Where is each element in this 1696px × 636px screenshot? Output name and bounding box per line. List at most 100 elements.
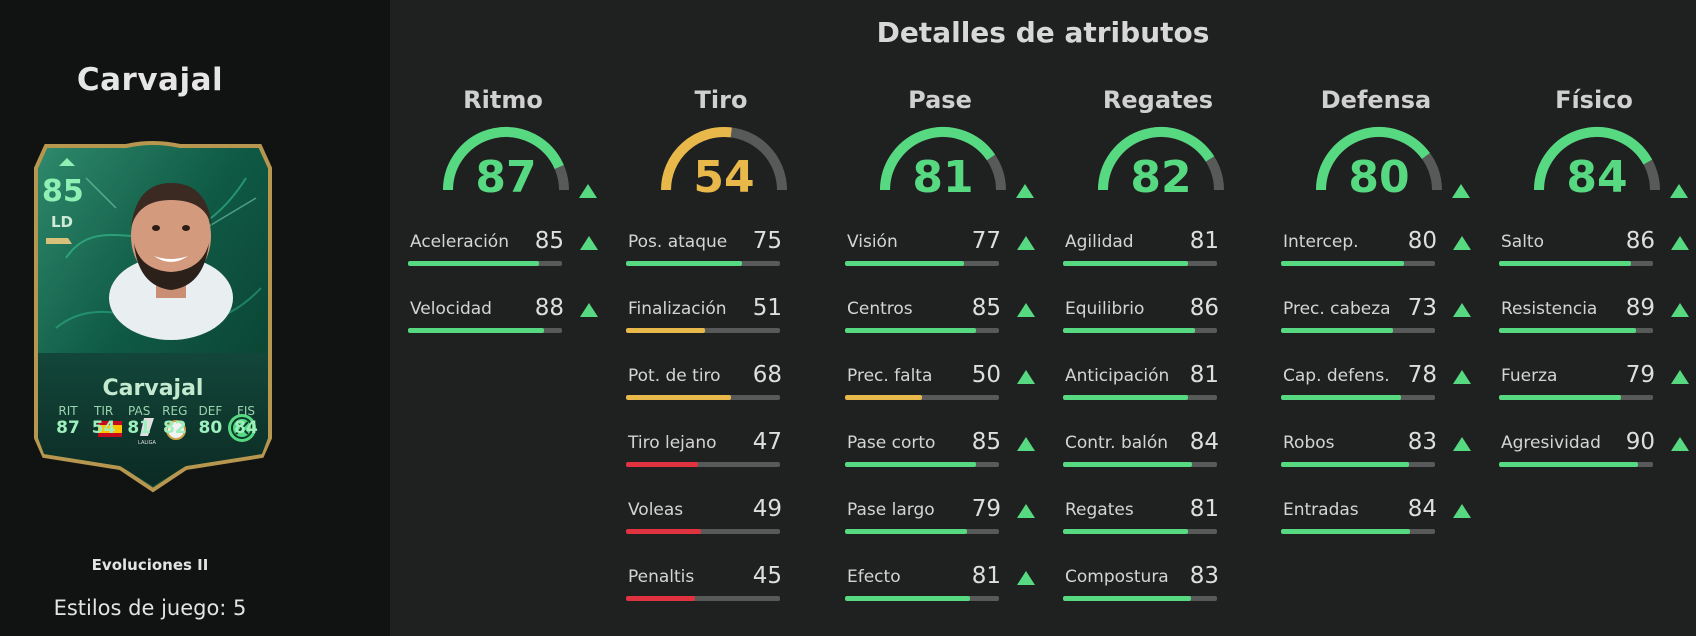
attribute-row: Efecto 81 <box>845 563 1045 627</box>
player-card[interactable]: LALIGA 85 LD Carvajal RIT 87 TIR 54 PAS 81 REG… <box>26 138 280 496</box>
upgrade-arrow-icon <box>1671 437 1689 451</box>
attribute-bar <box>845 395 999 400</box>
svg-text:LALIGA: LALIGA <box>138 440 156 446</box>
attribute-bar-fill <box>1063 596 1191 601</box>
player-portrait <box>109 183 233 340</box>
upgrade-arrow-icon <box>1671 236 1689 250</box>
card-stat: TIR 54 <box>88 404 120 438</box>
attribute-row: Entradas 84 <box>1281 496 1481 560</box>
attribute-row: Equilibrio 86 <box>1063 295 1263 359</box>
attribute-value: 85 <box>534 228 564 254</box>
category-gauge <box>880 127 1006 191</box>
upgrade-arrow-icon <box>580 303 598 317</box>
card-rating: 85 <box>42 174 84 209</box>
attribute-row: Intercep. 80 <box>1281 228 1481 292</box>
attribute-row: Fuerza 79 <box>1499 362 1696 426</box>
player-panel: Carvajal <box>0 0 390 636</box>
attribute-bar <box>1499 462 1653 467</box>
attribute-bar <box>626 462 780 467</box>
attribute-bar <box>1499 261 1653 266</box>
attribute-row: Prec. falta 50 <box>845 362 1045 426</box>
attribute-value: 84 <box>1189 429 1219 455</box>
player-name-title: Carvajal <box>76 62 224 98</box>
attribute-bar <box>1063 529 1217 534</box>
attribute-bar <box>1281 395 1435 400</box>
attribute-name: Entradas <box>1283 500 1359 520</box>
upgrade-arrow-icon <box>1017 236 1035 250</box>
card-position: LD <box>51 213 74 231</box>
attribute-bar <box>408 328 562 333</box>
gauge-fill <box>1534 127 1653 191</box>
attribute-bar-fill <box>408 328 544 333</box>
attribute-bar-fill <box>1499 395 1621 400</box>
gauge-fill <box>880 127 996 191</box>
attribute-bar <box>1281 462 1435 467</box>
attribute-bar <box>1499 395 1653 400</box>
attribute-bar <box>626 596 780 601</box>
upgrade-arrow-icon <box>1453 236 1471 250</box>
upgrade-arrow-icon <box>1453 370 1471 384</box>
upgrade-arrow-icon <box>1671 303 1689 317</box>
attribute-row: Resistencia 89 <box>1499 295 1696 359</box>
attribute-row: Tiro lejano 47 <box>626 429 826 493</box>
attribute-row: Contr. balón 84 <box>1063 429 1263 493</box>
attribute-name: Compostura <box>1065 567 1169 587</box>
attribute-column-defensa: Defensa 80 Intercep. 80 Prec. cabeza 73 Cap. d… <box>1281 0 1481 636</box>
card-stat-value: 82 <box>162 418 187 438</box>
attribute-row: Agilidad 81 <box>1063 228 1263 292</box>
category-value: 54 <box>693 152 755 203</box>
attribute-bar-fill <box>845 261 964 266</box>
card-stat-label: FIS <box>236 404 255 418</box>
attribute-name: Contr. balón <box>1065 433 1169 453</box>
attribute-value: 79 <box>971 496 1001 522</box>
attribute-bar-fill <box>1499 328 1637 333</box>
attribute-name: Centros <box>847 299 913 319</box>
attribute-bar-fill <box>845 395 922 400</box>
attribute-bar <box>845 261 999 266</box>
gauge-fill <box>661 127 732 191</box>
attribute-bar-fill <box>408 261 539 266</box>
attribute-row: Pase corto 85 <box>845 429 1045 493</box>
attribute-value: 86 <box>1625 228 1655 254</box>
attribute-name: Tiro lejano <box>628 433 717 453</box>
attribute-column-tiro: Tiro 54 Pos. ataque 75 Finalización 51 Pot. de… <box>626 0 826 636</box>
attribute-row: Visión 77 <box>845 228 1045 292</box>
attribute-column-regates: Regates 82 Agilidad 81 Equilibrio 86 Anticipac… <box>1063 0 1263 636</box>
upgrade-arrow-icon <box>1017 504 1035 518</box>
category-name: Pase <box>908 86 972 114</box>
attribute-value: 78 <box>1407 362 1437 388</box>
category-name: Ritmo <box>463 86 543 114</box>
attribute-row: Voleas 49 <box>626 496 826 560</box>
card-stat-label: DEF <box>198 404 223 418</box>
card-stat-label: PAS <box>128 404 151 418</box>
gauge-fill <box>443 127 564 191</box>
category-gauge <box>443 127 569 191</box>
card-frame: LALIGA <box>34 141 272 493</box>
attribute-bar-fill <box>1499 462 1638 467</box>
upgrade-arrow-icon <box>1017 370 1035 384</box>
attribute-value: 49 <box>752 496 782 522</box>
attribute-value: 83 <box>1407 429 1437 455</box>
category-name: Regates <box>1102 86 1214 114</box>
attribute-name: Pos. ataque <box>628 232 728 252</box>
attribute-value: 50 <box>971 362 1001 388</box>
attribute-bar-fill <box>626 596 696 601</box>
attribute-bar-fill <box>1281 328 1394 333</box>
attribute-bar-fill <box>1063 328 1196 333</box>
attribute-row: Robos 83 <box>1281 429 1481 493</box>
attribute-bar <box>1063 395 1217 400</box>
attribute-bar-fill <box>1281 261 1405 266</box>
attribute-row: Velocidad 88 <box>408 295 608 359</box>
category-value: 81 <box>912 152 974 203</box>
attribute-bar-fill <box>1499 261 1632 266</box>
attribute-bar-fill <box>845 596 970 601</box>
upgrade-arrow-icon <box>580 236 598 250</box>
attribute-name: Finalización <box>628 299 727 319</box>
attribute-bar-fill <box>626 328 705 333</box>
attribute-bar <box>408 261 562 266</box>
card-stat: FIS 84 <box>230 404 262 438</box>
attribute-value: 73 <box>1407 295 1437 321</box>
gauge-fill <box>1098 127 1215 191</box>
attribute-bar-fill <box>1281 395 1402 400</box>
attribute-bar <box>1063 261 1217 266</box>
